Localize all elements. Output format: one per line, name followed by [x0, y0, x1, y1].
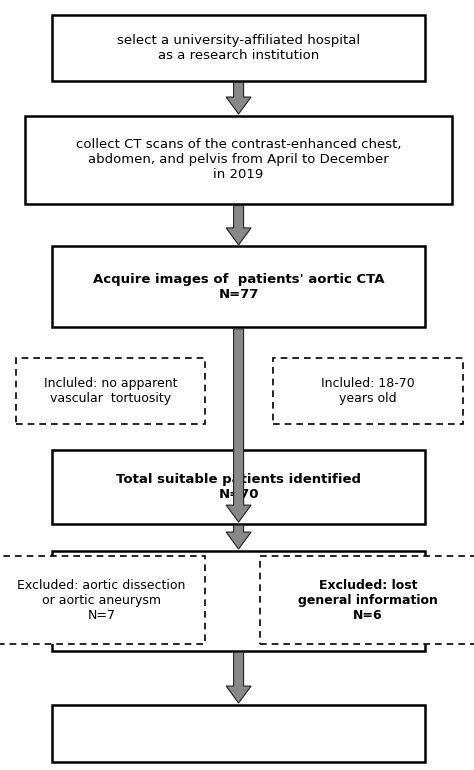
- Text: Acquire images of  patients' aortic CTA
N=77: Acquire images of patients' aortic CTA N…: [93, 273, 384, 301]
- FancyBboxPatch shape: [53, 450, 425, 524]
- Text: select a university-affiliated hospital
as a research institution: select a university-affiliated hospital …: [117, 34, 360, 62]
- Text: Excluded: lost
general information
N=6: Excluded: lost general information N=6: [298, 579, 438, 621]
- FancyBboxPatch shape: [53, 705, 425, 762]
- FancyBboxPatch shape: [0, 556, 205, 644]
- Text: Incluled: no apparent
vascular  tortuosity: Incluled: no apparent vascular tortuosit…: [44, 377, 177, 405]
- Text: collect CT scans of the contrast-enhanced chest,
abdomen, and pelvis from April : collect CT scans of the contrast-enhance…: [76, 139, 401, 181]
- FancyBboxPatch shape: [16, 358, 205, 424]
- Text: Total suitable patients identified
N=70: Total suitable patients identified N=70: [116, 473, 361, 501]
- FancyArrow shape: [226, 525, 251, 549]
- FancyBboxPatch shape: [53, 15, 425, 81]
- Text: Incluled: 18-70
years old: Incluled: 18-70 years old: [321, 377, 415, 405]
- FancyBboxPatch shape: [260, 556, 474, 644]
- FancyArrow shape: [226, 82, 251, 114]
- FancyArrow shape: [226, 652, 251, 703]
- FancyArrow shape: [226, 206, 251, 245]
- FancyArrow shape: [226, 329, 251, 522]
- FancyBboxPatch shape: [273, 358, 463, 424]
- FancyBboxPatch shape: [25, 116, 452, 204]
- Text: Excluded: aortic dissection
or aortic aneurysm
N=7: Excluded: aortic dissection or aortic an…: [17, 579, 185, 621]
- FancyBboxPatch shape: [53, 246, 425, 327]
- FancyBboxPatch shape: [53, 551, 425, 651]
